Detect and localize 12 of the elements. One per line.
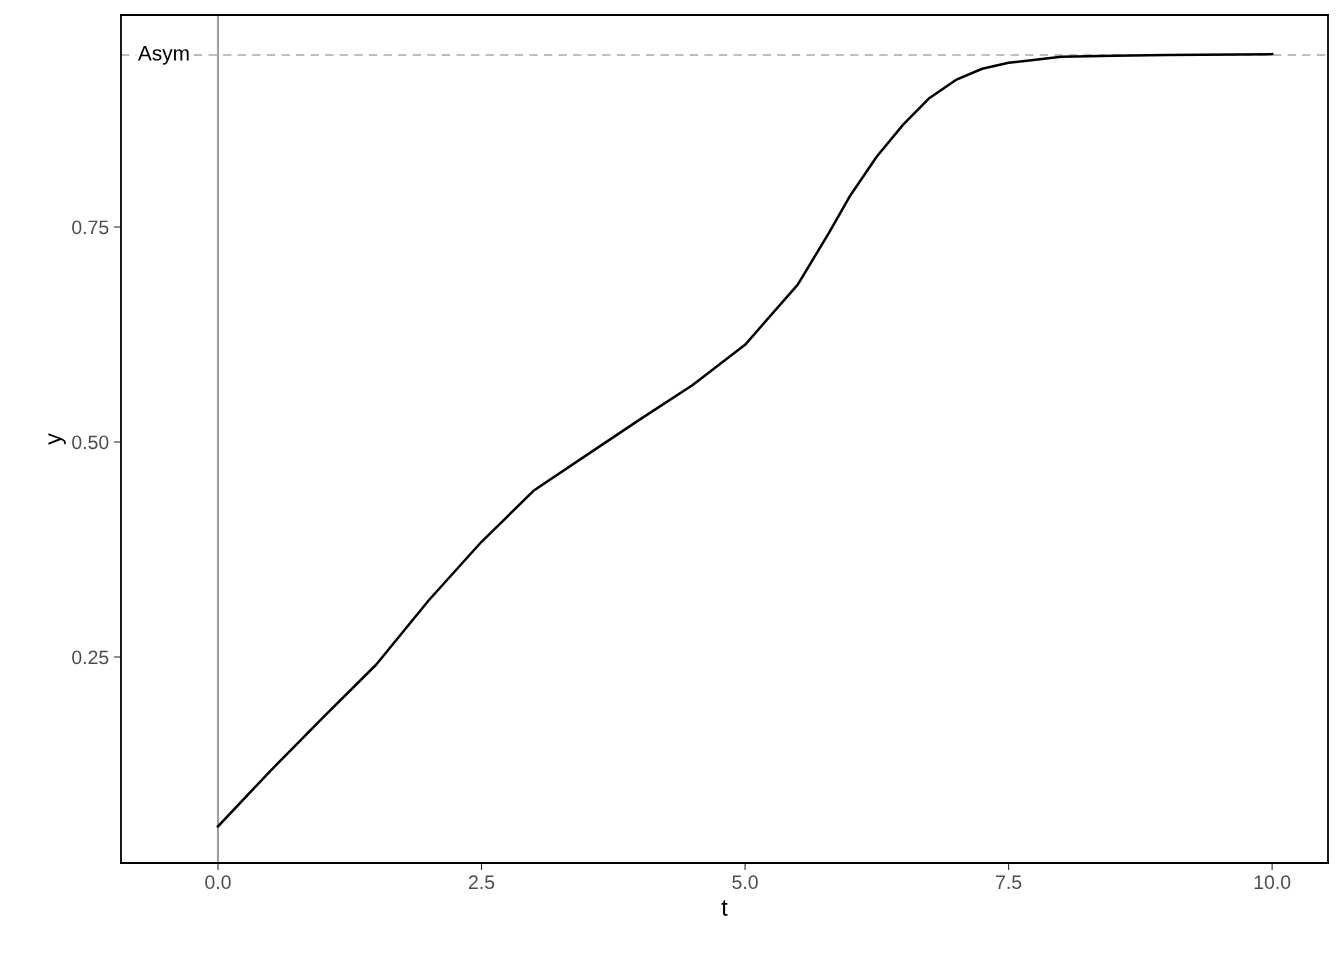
line-series	[216, 52, 1274, 828]
y-axis-title: y	[48, 433, 66, 445]
ref-line-label: Asym	[137, 46, 189, 65]
x-tick-label: 7.5	[996, 875, 1022, 890]
x-tick-label: 2.5	[468, 875, 495, 890]
x-axis-title: t	[721, 900, 728, 916]
x-tick-label: 0.0	[205, 875, 231, 890]
y-tick-label: 0.50	[72, 435, 109, 450]
y-tick-label: 0.25	[72, 650, 109, 665]
x-tick-label: 10.0	[1254, 875, 1291, 890]
y-tick-label: 0.75	[72, 220, 109, 235]
x-tick-label: 5.0	[732, 875, 758, 890]
